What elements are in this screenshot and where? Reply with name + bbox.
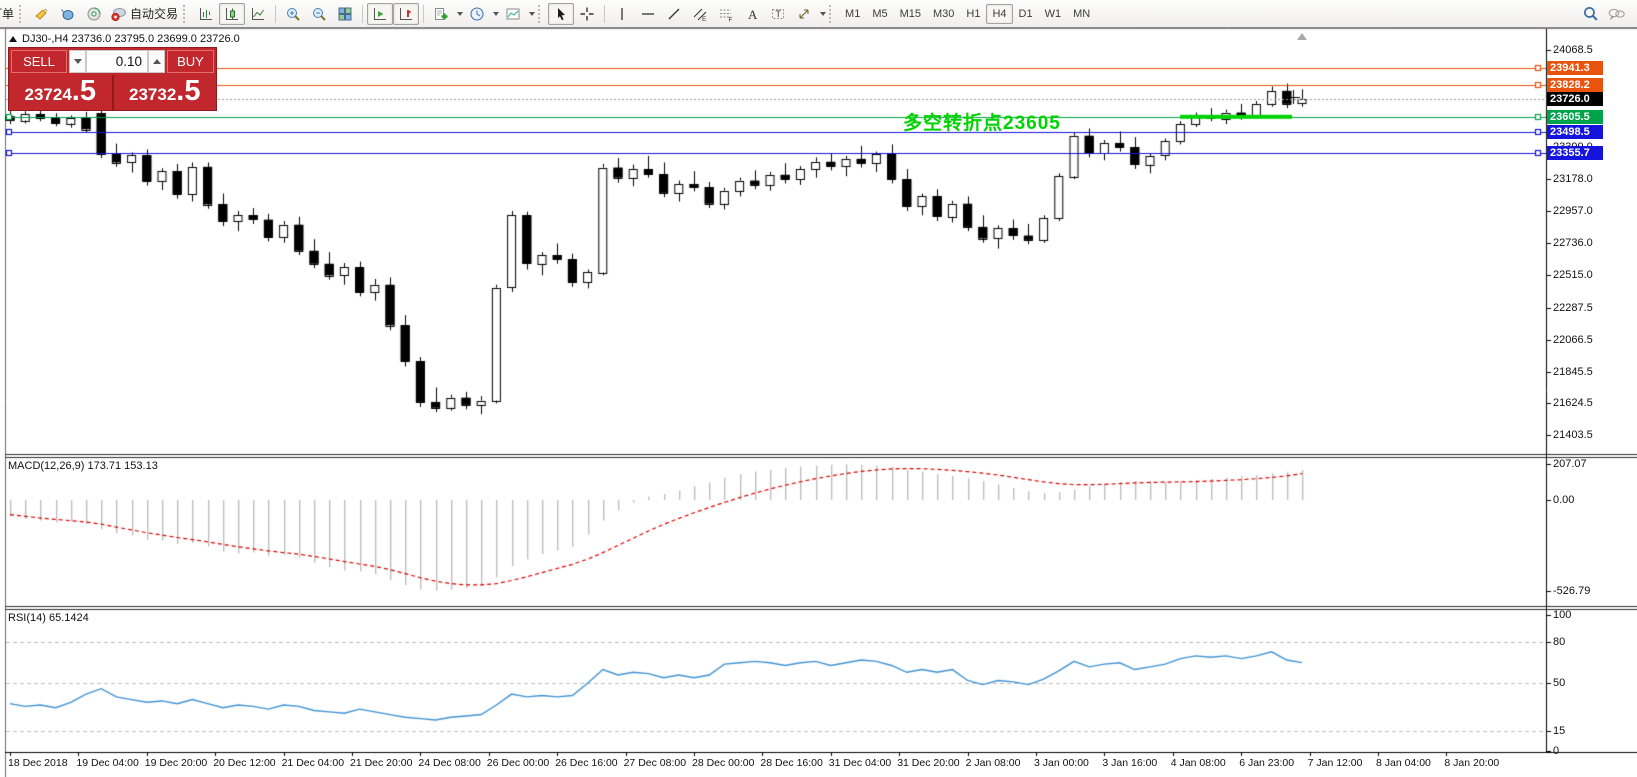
one-click-trade-panel: SELL 0.10 BUY 23724.5 23732.5 xyxy=(8,47,217,111)
price-tick-label: 21845.5 xyxy=(1553,365,1593,378)
time-tick-label: 8 Jan 04:00 xyxy=(1376,757,1431,769)
sell-price-main: 23724 xyxy=(24,85,72,104)
price-line-badge: 23828.2 xyxy=(1547,77,1603,92)
rsi-tick-label: 80 xyxy=(1553,636,1566,649)
spin-down-icon xyxy=(73,59,82,68)
chart-title: DJ30-,H4 23736.0 23795.0 23699.0 23726.0 xyxy=(22,33,240,45)
time-tick-label: 21 Dec 04:00 xyxy=(281,757,345,769)
price-tick-label: 21403.5 xyxy=(1553,429,1593,442)
time-tick-label: 18 Dec 2018 xyxy=(8,757,68,769)
time-tick-label: 21 Dec 20:00 xyxy=(350,757,413,769)
buy-price[interactable]: 23732.5 xyxy=(114,75,217,110)
price-tick-label: 21624.5 xyxy=(1553,397,1593,410)
time-tick-label: 3 Jan 00:00 xyxy=(1034,757,1089,769)
time-tick-label: 27 Dec 08:00 xyxy=(623,757,687,769)
price-tick-label: 22515.0 xyxy=(1553,268,1593,281)
macd-tick-label: -526.79 xyxy=(1553,584,1591,597)
lot-increase-button[interactable] xyxy=(148,50,165,73)
time-tick-label: 28 Dec 16:00 xyxy=(760,757,823,769)
price-tick-label: 22287.5 xyxy=(1553,301,1593,314)
price-line-badge: 23498.5 xyxy=(1547,125,1603,140)
price-line-badge: 23605.5 xyxy=(1547,109,1603,124)
time-tick-label: 19 Dec 20:00 xyxy=(144,757,208,769)
spin-up-icon xyxy=(152,55,161,64)
rsi-tick-label: 100 xyxy=(1553,609,1572,621)
buy-price-frac: .5 xyxy=(176,75,201,107)
time-tick-label: 26 Dec 16:00 xyxy=(555,757,618,769)
lot-decrease-button[interactable] xyxy=(69,50,86,73)
rsi-tick-label: 50 xyxy=(1553,677,1566,690)
time-tick-label: 24 Dec 08:00 xyxy=(418,757,481,769)
price-tick-label: 23178.0 xyxy=(1553,172,1593,185)
macd-indicator-label: MACD(12,26,9) 173.71 153.13 xyxy=(8,460,158,472)
time-tick-label: 2 Jan 08:00 xyxy=(965,757,1021,769)
time-tick-label: 20 Dec 12:00 xyxy=(213,757,276,769)
rsi-tick-label: 0 xyxy=(1553,745,1560,758)
rsi-tick-label: 15 xyxy=(1553,724,1566,737)
sell-price[interactable]: 23724.5 xyxy=(9,75,112,110)
price-tick-label: 22957.0 xyxy=(1553,204,1593,217)
price-tick-label: 24068.5 xyxy=(1553,43,1593,56)
time-tick-label: 6 Jan 23:00 xyxy=(1239,757,1295,769)
macd-tick-label: 0.00 xyxy=(1553,494,1575,506)
macd-tick-label: 207.07 xyxy=(1553,458,1587,471)
one-click-panel-toggle-icon[interactable] xyxy=(9,36,17,42)
current-price-badge: 23726.0 xyxy=(1547,92,1603,107)
time-tick-label: 3 Jan 16:00 xyxy=(1102,757,1158,769)
price-line-badge: 23941.3 xyxy=(1547,61,1603,76)
time-tick-label: 31 Dec 20:00 xyxy=(897,757,960,769)
time-tick-label: 19 Dec 04:00 xyxy=(76,757,139,769)
buy-price-main: 23732 xyxy=(129,85,177,104)
scroll-to-end-marker-icon[interactable] xyxy=(1297,33,1307,40)
price-tick-label: 22066.5 xyxy=(1553,333,1593,346)
rsi-indicator-label: RSI(14) 65.1424 xyxy=(8,612,89,624)
lot-size-input[interactable]: 0.10 xyxy=(86,50,148,73)
time-tick-label: 31 Dec 04:00 xyxy=(828,757,892,769)
price-tick-label: 22736.0 xyxy=(1553,236,1593,249)
time-tick-label: 28 Dec 00:00 xyxy=(692,757,755,769)
buy-button[interactable]: BUY xyxy=(167,50,214,73)
price-line-badge: 23355.7 xyxy=(1547,145,1603,160)
chart-title-bar: DJ30-,H4 23736.0 23795.0 23699.0 23726.0 xyxy=(9,33,240,45)
trade-panel-divider xyxy=(111,75,114,110)
sell-button[interactable]: SELL xyxy=(11,50,67,73)
pivot-annotation-text[interactable]: 多空转折点23605 xyxy=(903,113,1061,134)
sell-price-frac: .5 xyxy=(71,75,96,107)
time-tick-label: 7 Jan 12:00 xyxy=(1307,757,1363,769)
time-tick-label: 4 Jan 08:00 xyxy=(1170,757,1226,769)
time-tick-label: 8 Jan 20:00 xyxy=(1444,757,1500,769)
time-tick-label: 26 Dec 00:00 xyxy=(486,757,550,769)
